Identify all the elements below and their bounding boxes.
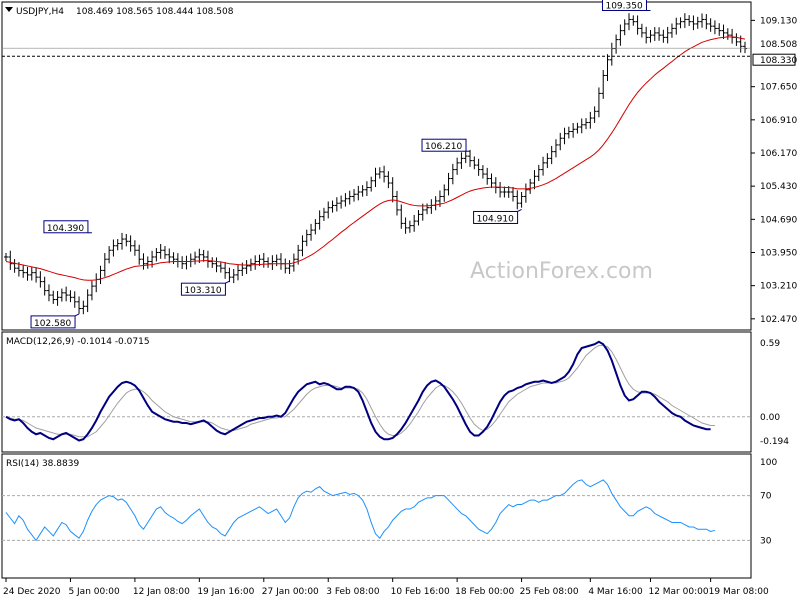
symbol-label: USDJPY,H4 xyxy=(16,7,64,17)
watermark: ActionForex.com xyxy=(470,259,653,284)
price-annotation-box xyxy=(43,220,89,234)
price-annotation-box xyxy=(180,282,226,296)
price-annotation-leader xyxy=(225,280,230,284)
price-panel: 109.130 107.650 106.910 106.170 105.430 104.6… xyxy=(2,0,797,329)
time-tick-label: 10 Feb 16:00 xyxy=(391,587,450,597)
price-tick-label: 104.690 xyxy=(760,215,797,225)
current-price-label: 108.508 xyxy=(760,40,797,50)
rsi-line xyxy=(5,479,716,542)
time-tick-label: 12 Jan 08:00 xyxy=(133,587,190,597)
time-tick-label: 18 Feb 00:00 xyxy=(455,587,514,597)
current-price-label: 108.330 xyxy=(760,56,797,66)
moving-average-line xyxy=(5,36,746,281)
price-tick-label: 103.210 xyxy=(760,282,797,292)
macd-tick-label: 0.59 xyxy=(760,339,780,349)
price-panel-frame xyxy=(1,1,752,331)
price-annotation-box xyxy=(421,138,467,152)
current-price-tag xyxy=(753,38,795,50)
time-tick-label: 4 Mar 16:00 xyxy=(588,587,643,597)
price-tick-label: 107.650 xyxy=(760,83,797,93)
price-annotation-label: 109.350 xyxy=(605,1,642,11)
macd-signal-line xyxy=(5,345,715,438)
time-axis: 24 Dec 2020 5 Jan 00:00 12 Jan 08:00 19 Jan… xyxy=(3,578,769,597)
rsi-label: RSI(14) 38.8839 xyxy=(6,459,79,469)
price-annotation-label: 103.310 xyxy=(184,286,221,296)
time-tick-label: 19 Jan 16:00 xyxy=(197,587,254,597)
price-annotation-label: 104.910 xyxy=(477,214,514,224)
rsi-tick-label: 100 xyxy=(760,458,777,468)
price-tick-label: 105.430 xyxy=(760,182,797,192)
price-tick-label: 106.170 xyxy=(760,149,797,159)
price-annotation-leader xyxy=(74,313,80,317)
rsi-tick-label: 70 xyxy=(760,492,772,502)
time-tick-label: 27 Jan 00:00 xyxy=(262,587,319,597)
price-tick-label: 106.910 xyxy=(760,116,797,126)
time-tick-label: 24 Dec 2020 xyxy=(3,587,61,597)
macd-tick-label: -0.194 xyxy=(760,437,789,447)
price-annotation-label: 104.390 xyxy=(47,224,84,234)
price-tick-label: 102.470 xyxy=(760,315,797,325)
macd-tick-label: 0.00 xyxy=(760,413,780,423)
time-tick-label: 25 Feb 08:00 xyxy=(520,587,579,597)
macd-line xyxy=(5,340,711,442)
price-annotation-label: 102.580 xyxy=(34,319,71,329)
rsi-panel-frame xyxy=(1,453,752,579)
ohlc-label: 108.469 108.565 108.444 108.508 xyxy=(76,7,234,17)
time-tick-label: 12 Mar 00:00 xyxy=(648,587,708,597)
price-annotation-box xyxy=(30,315,76,329)
price-tick-label: 109.130 xyxy=(760,16,797,26)
price-annotation-leader xyxy=(517,209,522,212)
time-tick-label: 5 Jan 00:00 xyxy=(68,587,120,597)
rsi-tick-label: 30 xyxy=(760,536,772,546)
collapse-triangle-icon[interactable] xyxy=(5,7,13,12)
rsi-panel: 100 70 30 xyxy=(2,458,777,546)
price-annotation-box xyxy=(473,210,519,224)
price-annotation-box xyxy=(601,0,647,11)
price-tick-label: 103.950 xyxy=(760,248,797,258)
current-price-tag xyxy=(752,53,796,66)
time-tick-label: 19 Mar 08:00 xyxy=(709,587,769,597)
time-tick-label: 3 Feb 08:00 xyxy=(326,587,380,597)
price-annotation-label: 106.210 xyxy=(425,142,462,152)
macd-label: MACD(12,26,9) -0.1014 -0.0715 xyxy=(6,337,150,347)
macd-panel: 0.59 0.00 -0.194 xyxy=(2,339,789,447)
